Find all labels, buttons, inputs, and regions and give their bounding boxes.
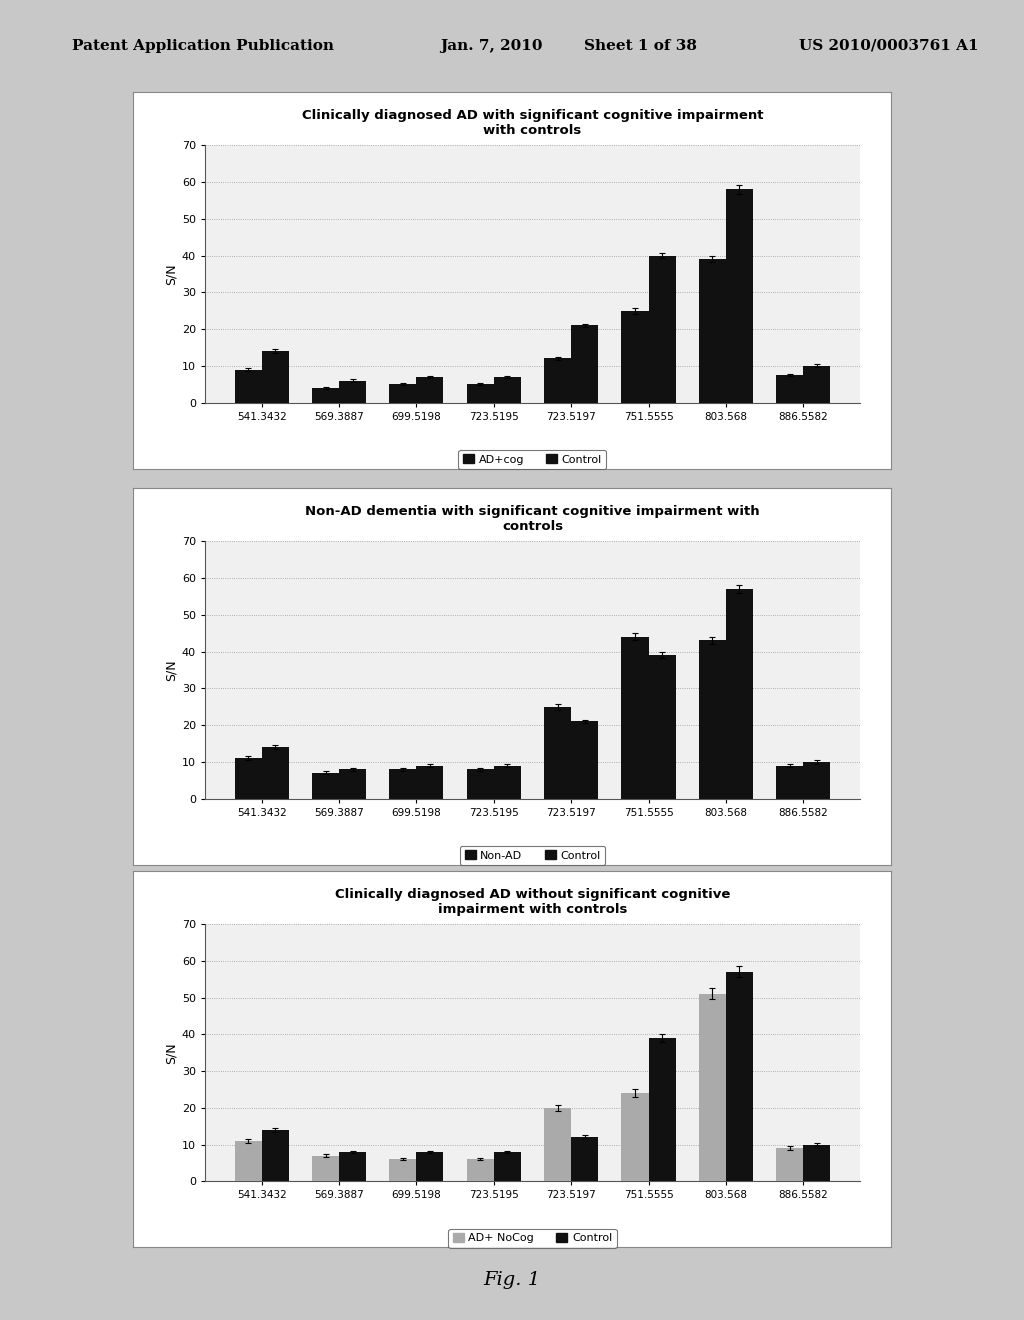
Bar — [467, 1159, 494, 1181]
Bar — [494, 766, 521, 799]
Title: Clinically diagnosed AD with significant cognitive impairment
with controls: Clinically diagnosed AD with significant… — [302, 110, 763, 137]
Bar — [389, 384, 417, 403]
Bar — [648, 655, 676, 799]
Bar — [339, 1152, 367, 1181]
Bar — [234, 758, 262, 799]
Bar — [262, 351, 289, 403]
Bar — [698, 640, 726, 799]
Text: Sheet 1 of 38: Sheet 1 of 38 — [584, 38, 696, 53]
Text: Patent Application Publication: Patent Application Publication — [72, 38, 334, 53]
Bar — [803, 366, 830, 403]
Bar — [726, 589, 753, 799]
Text: Jan. 7, 2010: Jan. 7, 2010 — [440, 38, 543, 53]
Y-axis label: S/N: S/N — [165, 1041, 177, 1064]
Bar — [776, 766, 803, 799]
Y-axis label: S/N: S/N — [165, 263, 177, 285]
Bar — [312, 388, 339, 403]
Title: Clinically diagnosed AD without significant cognitive
impairment with controls: Clinically diagnosed AD without signific… — [335, 888, 730, 916]
Bar — [698, 259, 726, 403]
Legend: Non-AD, Control: Non-AD, Control — [460, 846, 605, 865]
Bar — [622, 1093, 648, 1181]
Bar — [467, 384, 494, 403]
Bar — [776, 375, 803, 403]
Bar — [544, 1107, 571, 1181]
Bar — [339, 770, 367, 799]
Bar — [417, 378, 443, 403]
Bar — [417, 1152, 443, 1181]
Bar — [571, 326, 598, 403]
Bar — [803, 1144, 830, 1181]
Bar — [234, 1140, 262, 1181]
Bar — [648, 1038, 676, 1181]
Text: US 2010/0003761 A1: US 2010/0003761 A1 — [799, 38, 978, 53]
Legend: AD+ NoCog, Control: AD+ NoCog, Control — [449, 1229, 616, 1247]
Bar — [571, 721, 598, 799]
Bar — [726, 972, 753, 1181]
Bar — [417, 766, 443, 799]
Bar — [262, 1130, 289, 1181]
Title: Non-AD dementia with significant cognitive impairment with
controls: Non-AD dementia with significant cogniti… — [305, 506, 760, 533]
Bar — [544, 359, 571, 403]
Bar — [389, 1159, 417, 1181]
Text: Fig. 1: Fig. 1 — [483, 1271, 541, 1290]
Legend: AD+cog, Control: AD+cog, Control — [459, 450, 606, 469]
Bar — [648, 256, 676, 403]
Bar — [494, 378, 521, 403]
Y-axis label: S/N: S/N — [165, 659, 177, 681]
Bar — [544, 706, 571, 799]
Bar — [571, 1138, 598, 1181]
Bar — [312, 774, 339, 799]
Bar — [389, 770, 417, 799]
Bar — [803, 762, 830, 799]
Bar — [622, 310, 648, 403]
Bar — [339, 380, 367, 403]
Bar — [262, 747, 289, 799]
Bar — [312, 1156, 339, 1181]
Bar — [726, 189, 753, 403]
Bar — [776, 1148, 803, 1181]
Bar — [234, 370, 262, 403]
Bar — [622, 636, 648, 799]
Bar — [698, 994, 726, 1181]
Bar — [467, 770, 494, 799]
Bar — [494, 1152, 521, 1181]
